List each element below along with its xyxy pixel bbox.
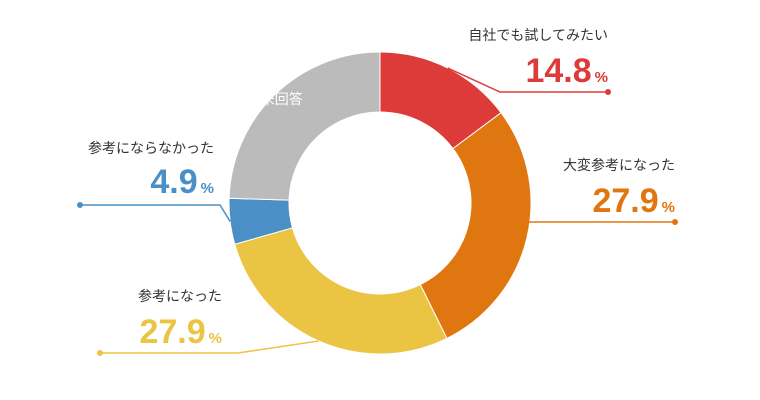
slice-2-arc xyxy=(419,112,532,340)
slice-4-category: 参考にならなかった xyxy=(88,140,214,157)
slice-4-value: 4.9% xyxy=(150,163,214,201)
slice-5-arc xyxy=(228,51,381,201)
slice-2-leader-dot xyxy=(672,219,678,225)
slice-4-leader xyxy=(80,204,231,222)
slice-3-value: 27.9% xyxy=(139,313,222,351)
slice-1-leader xyxy=(447,67,608,93)
slice-1-category: 自社でも試してみたい xyxy=(468,28,608,44)
slice-3-category: 参考になった xyxy=(138,288,222,305)
slice-4-leader-dot xyxy=(77,202,83,208)
slice-2-category: 大変参考になった xyxy=(563,157,675,174)
slice-5-label: 未回答 xyxy=(261,91,303,108)
slice-1-leader-dot xyxy=(605,89,611,95)
slice-labels: 自社でも試してみたい 14.8 % 大変参考になった 27.9 % 参考になった 27.9 % 参… xyxy=(88,28,675,351)
donut-slices xyxy=(228,51,532,355)
slice-2-value: 27.9% xyxy=(592,182,675,220)
slice-3-leader xyxy=(100,340,319,354)
slice-1-value: 14.8% xyxy=(525,52,608,90)
slice-3-arc xyxy=(234,227,448,355)
leader-lines xyxy=(77,67,678,356)
slice-3-leader-dot xyxy=(97,350,103,356)
